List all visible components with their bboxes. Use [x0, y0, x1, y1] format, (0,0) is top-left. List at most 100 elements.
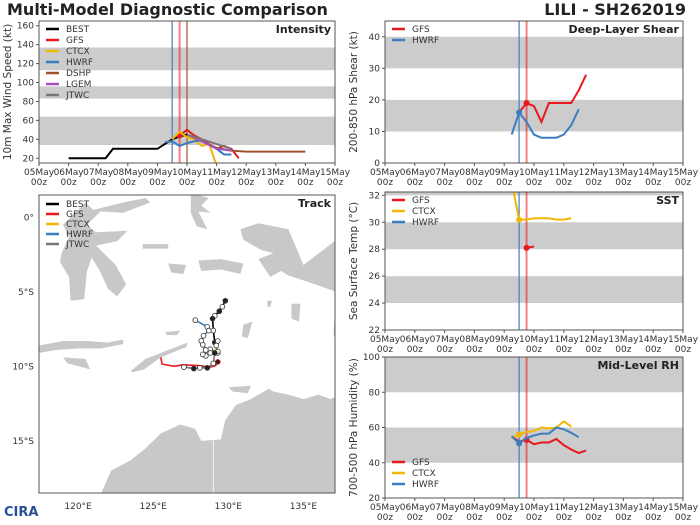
x-tick-label: 00z [238, 178, 254, 188]
y-tick-label: 100 [363, 353, 380, 363]
lon-tick-label: 120°E [64, 502, 92, 512]
series-line-hwrf [510, 426, 580, 445]
x-tick-label: 05May [370, 503, 401, 513]
x-tick-label: 00z [90, 178, 106, 188]
x-tick-label: 00z [556, 178, 572, 188]
x-tick-label: 00z [120, 178, 136, 188]
land-mass [291, 303, 301, 322]
x-tick-label: 06May [54, 168, 85, 178]
x-tick-label: 00z [496, 513, 512, 523]
land-mass [39, 339, 124, 353]
lon-tick-label: 125°E [140, 502, 168, 512]
x-tick-label: 00z [297, 178, 313, 188]
marker-ctcx [516, 216, 523, 223]
x-tick-label: 13May [608, 503, 639, 513]
legend-label-best: BEST [66, 200, 90, 210]
x-tick-label: 10May [519, 503, 550, 513]
y-tick-label: 140 [17, 41, 34, 51]
x-tick-label: 00z [149, 178, 165, 188]
land-mass [190, 195, 211, 230]
marker-hwrf [516, 109, 523, 116]
x-tick-label: 09May [489, 168, 520, 178]
track-point-jtwc [204, 365, 211, 371]
x-tick-label: 10May [519, 168, 550, 178]
land-mass [168, 263, 187, 274]
x-tick-label: 07May [83, 168, 114, 178]
x-tick-label: 15May [668, 168, 699, 178]
land-mass [101, 384, 335, 493]
x-tick-label: 14May [638, 168, 669, 178]
x-tick-label: 00z [675, 345, 691, 355]
x-tick-label: 13May [261, 168, 292, 178]
x-tick-label: 00z [496, 345, 512, 355]
legend-label-lgem: LGEM [66, 80, 91, 90]
marker-gfs [523, 244, 530, 251]
series-line-gfs [518, 74, 588, 125]
legend-label-jtwc: JTWC [65, 240, 89, 250]
plot-area-2 [385, 192, 683, 330]
track-point-best [222, 297, 229, 304]
track-point-hwrf [199, 341, 206, 348]
x-tick-label: 00z [61, 178, 77, 188]
y-tick-label: 80 [23, 97, 35, 107]
x-tick-label: 00z [377, 345, 393, 355]
x-tick-label: 00z [586, 178, 602, 188]
x-tick-label: 00z [615, 178, 631, 188]
track-point-jtwc [210, 360, 217, 367]
x-tick-label: 08May [113, 168, 144, 178]
x-tick-label: 00z [377, 178, 393, 188]
track-point-ctcx [199, 351, 206, 358]
track-point-jtwc [190, 365, 197, 372]
x-tick-label: 09May [489, 335, 520, 345]
x-tick-label: 14May [290, 168, 321, 178]
track-point-hwrf [200, 333, 207, 339]
x-tick-label: 00z [556, 345, 572, 355]
y-tick-label: 160 [17, 22, 34, 32]
y-tick-label: 20 [369, 494, 381, 504]
shaded-band [385, 36, 683, 69]
x-tick-label: 09May [489, 503, 520, 513]
legend-label-gfs: GFS [412, 25, 430, 35]
x-tick-label: 12May [231, 168, 262, 178]
panel-title: Mid-Level RH [597, 359, 679, 372]
x-tick-label: 00z [407, 178, 423, 188]
track-line-gfs [159, 357, 219, 368]
legend-label-ctcx: CTCX [412, 469, 436, 479]
x-tick-label: 09May [142, 168, 173, 178]
x-tick-label: 15May [668, 503, 699, 513]
legend-label-hwrf: HWRF [66, 58, 93, 68]
x-tick-label: 07May [430, 168, 461, 178]
x-tick-label: 00z [437, 513, 453, 523]
cira-logo: CIRA [4, 505, 38, 520]
x-tick-label: 00z [556, 513, 572, 523]
track-point-jtwc [211, 350, 218, 356]
marker-hwrf [516, 440, 523, 447]
x-tick-label: 00z [327, 178, 343, 188]
lat-tick-label: 0° [24, 213, 34, 223]
track-point-best [210, 327, 217, 334]
y-tick-label: 60 [369, 424, 381, 434]
track-point-gfs [215, 359, 221, 365]
shaded-band [385, 222, 683, 250]
panel-title: Track [298, 197, 332, 210]
marker-ctcx [516, 431, 523, 438]
x-tick-label: 00z [645, 345, 661, 355]
lon-tick-label: 130°E [215, 502, 243, 512]
track-point-hwrf [192, 317, 199, 323]
x-tick-label: 00z [466, 513, 482, 523]
x-tick-label: 00z [209, 178, 225, 188]
shaded-band [385, 99, 683, 132]
x-tick-label: 06May [400, 168, 431, 178]
lat-tick-label: 10°S [12, 362, 34, 372]
land-mass [60, 197, 151, 301]
land-mass [63, 357, 91, 370]
track-point-jtwc [196, 365, 203, 371]
x-tick-label: 00z [526, 178, 542, 188]
y-tick-label: 30 [369, 64, 381, 74]
track-point-hwrf [207, 350, 214, 356]
plot-area-3 [385, 357, 683, 498]
legend-label-gfs: GFS [412, 196, 430, 206]
y-tick-label: 32 [369, 191, 380, 201]
y-tick-label: 26 [369, 272, 381, 282]
